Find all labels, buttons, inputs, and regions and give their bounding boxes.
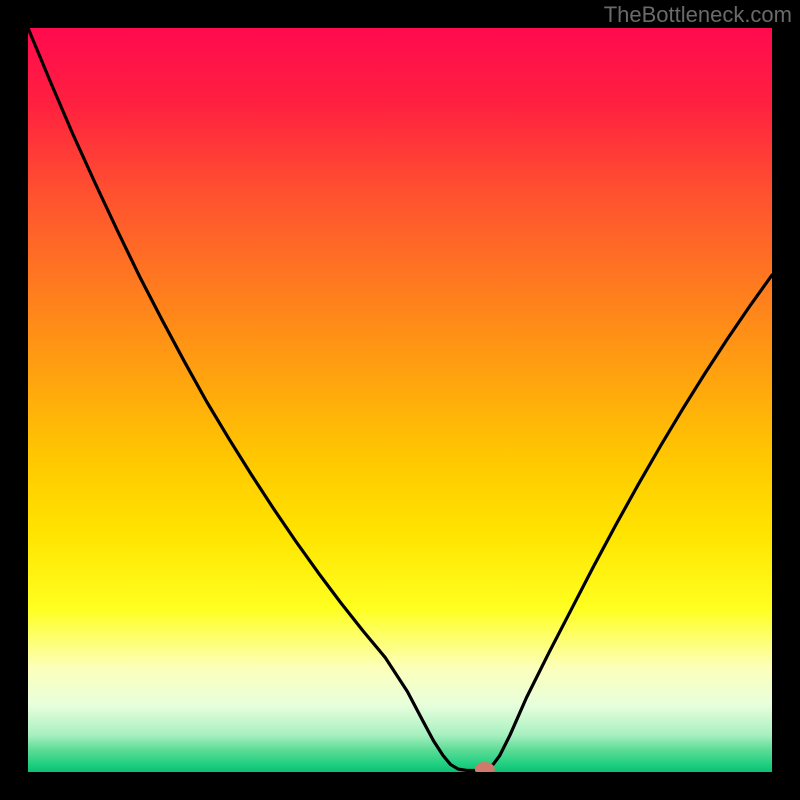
gradient-background [28,28,772,772]
plot-area [28,28,772,772]
chart-svg [28,28,772,772]
watermark-text: TheBottleneck.com [604,2,792,28]
chart-frame: TheBottleneck.com [0,0,800,800]
